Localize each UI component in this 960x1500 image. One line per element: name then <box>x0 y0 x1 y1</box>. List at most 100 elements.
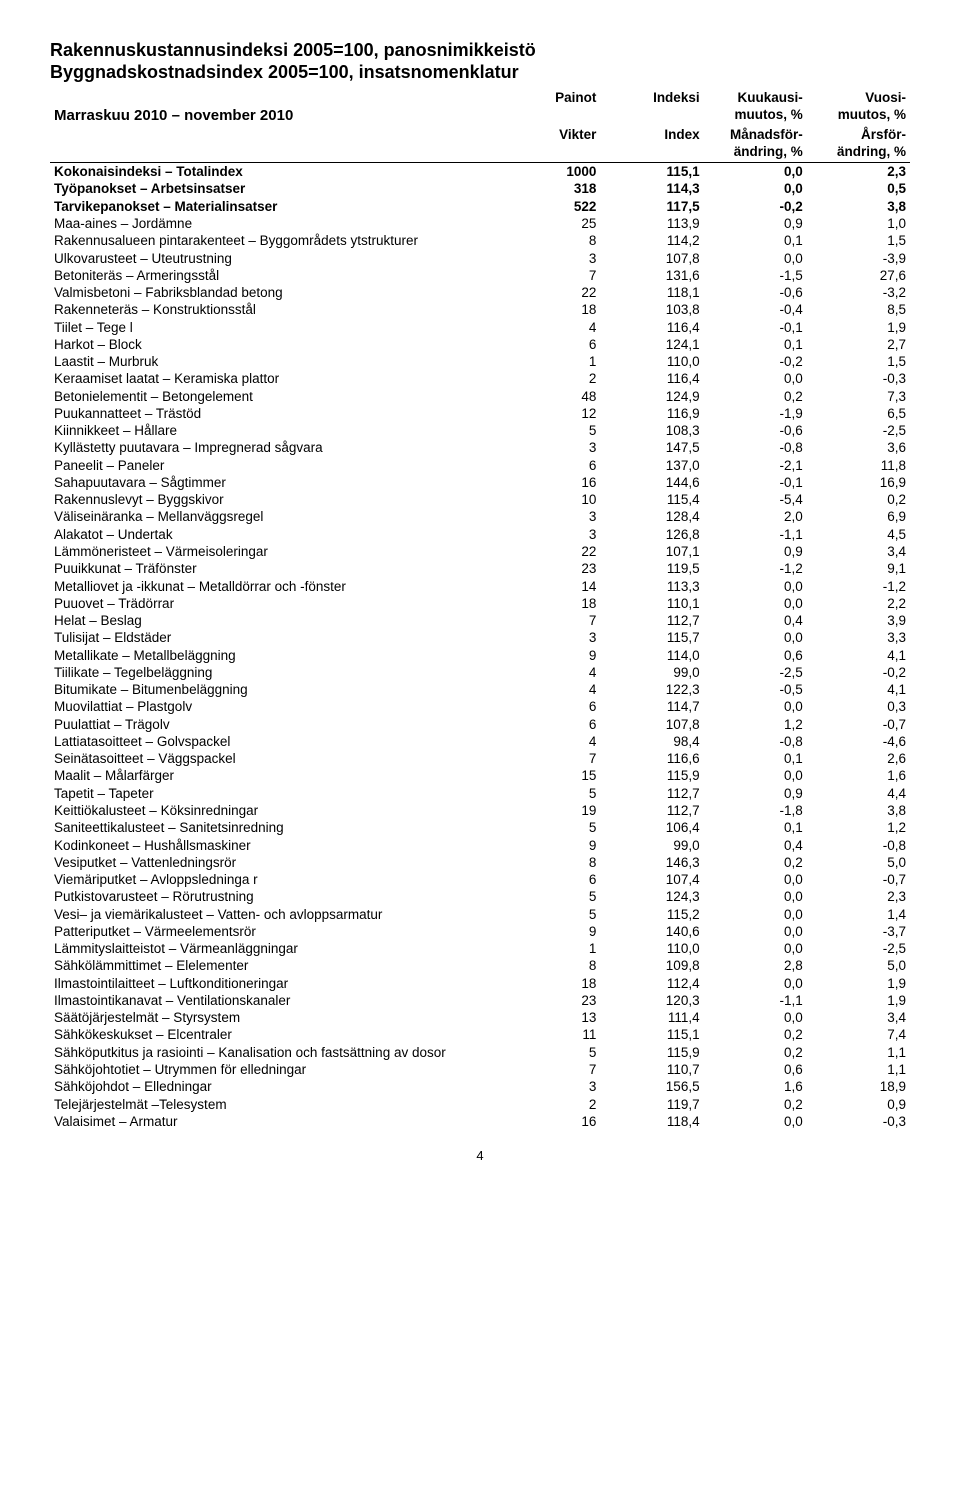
table-row: Puuovet – Trädörrar18110,10,02,2 <box>50 595 910 612</box>
row-label: Rakenneteräs – Konstruktionsstål <box>50 301 497 318</box>
row-month-change: 1,2 <box>704 716 807 733</box>
row-month-change: 0,0 <box>704 767 807 784</box>
row-year-change: 1,9 <box>807 992 910 1009</box>
row-index: 114,0 <box>600 647 703 664</box>
row-label: Sahapuutavara – Sågtimmer <box>50 474 497 491</box>
table-row: Rakenneteräs – Konstruktionsstål18103,8-… <box>50 301 910 318</box>
table-row: Laastit – Murbruk1110,0-0,21,5 <box>50 353 910 370</box>
row-index: 98,4 <box>600 733 703 750</box>
row-label: Tiilikate – Tegelbeläggning <box>50 664 497 681</box>
row-index: 111,4 <box>600 1009 703 1026</box>
row-weight: 6 <box>497 336 600 353</box>
row-label: Keraamiset laatat – Keramiska plattor <box>50 370 497 387</box>
row-month-change: 0,0 <box>704 163 807 181</box>
row-month-change: -0,5 <box>704 681 807 698</box>
table-row: Säätöjärjestelmät – Styrsystem13111,40,0… <box>50 1009 910 1026</box>
row-year-change: 16,9 <box>807 474 910 491</box>
row-label: Tarvikepanokset – Materialinsatser <box>50 198 497 215</box>
row-weight: 1 <box>497 940 600 957</box>
row-weight: 18 <box>497 301 600 318</box>
row-index: 114,7 <box>600 698 703 715</box>
table-row: Harkot – Block6124,10,12,7 <box>50 336 910 353</box>
row-month-change: -1,9 <box>704 405 807 422</box>
row-index: 106,4 <box>600 819 703 836</box>
row-index: 115,1 <box>600 163 703 181</box>
table-row: Sähkölämmittimet – Elelementer8109,82,85… <box>50 957 910 974</box>
table-row: Maa-aines – Jordämne25113,90,91,0 <box>50 215 910 232</box>
row-label: Patteriputket – Värmeelementsrör <box>50 923 497 940</box>
table-row: Bitumikate – Bitumenbeläggning4122,3-0,5… <box>50 681 910 698</box>
row-weight: 25 <box>497 215 600 232</box>
row-index: 99,0 <box>600 664 703 681</box>
row-weight: 9 <box>497 837 600 854</box>
row-month-change: 0,2 <box>704 1026 807 1043</box>
section-row: Kokonaisindeksi – Totalindex1000115,10,0… <box>50 163 910 181</box>
row-year-change: 0,5 <box>807 180 910 197</box>
row-weight: 11 <box>497 1026 600 1043</box>
section-row: Työpanokset – Arbetsinsatser318114,30,00… <box>50 180 910 197</box>
row-weight: 2 <box>497 370 600 387</box>
row-index: 124,1 <box>600 336 703 353</box>
table-row: Kiinnikkeet – Hållare5108,3-0,6-2,5 <box>50 422 910 439</box>
row-month-change: 0,0 <box>704 595 807 612</box>
row-weight: 8 <box>497 854 600 871</box>
row-year-change: 1,2 <box>807 819 910 836</box>
row-index: 116,4 <box>600 319 703 336</box>
row-month-change: 0,0 <box>704 629 807 646</box>
row-weight: 4 <box>497 681 600 698</box>
row-month-change: 0,6 <box>704 1061 807 1078</box>
table-row: Puulattiat – Trägolv6107,81,2-0,7 <box>50 716 910 733</box>
row-index: 115,1 <box>600 1026 703 1043</box>
row-index: 147,5 <box>600 439 703 456</box>
table-row: Väliseinäranka – Mellanväggsregel3128,42… <box>50 508 910 525</box>
row-index: 131,6 <box>600 267 703 284</box>
row-label: Sähkökeskukset – Elcentraler <box>50 1026 497 1043</box>
table-row: Viemäriputket – Avloppsledninga r6107,40… <box>50 871 910 888</box>
row-label: Valaisimet – Armatur <box>50 1113 497 1130</box>
row-month-change: 0,0 <box>704 180 807 197</box>
row-month-change: 0,0 <box>704 923 807 940</box>
row-year-change: -0,7 <box>807 716 910 733</box>
row-weight: 4 <box>497 733 600 750</box>
row-label: Rakennuslevyt – Byggskivor <box>50 491 497 508</box>
row-weight: 1 <box>497 353 600 370</box>
table-row: Rakennusalueen pintarakenteet – Byggområ… <box>50 232 910 249</box>
row-year-change: 4,1 <box>807 647 910 664</box>
table-row: Tiilet – Tege l4116,4-0,11,9 <box>50 319 910 336</box>
table-row: Alakatot – Undertak3126,8-1,14,5 <box>50 526 910 543</box>
row-index: 115,9 <box>600 1044 703 1061</box>
hdr-af1: Årsför- <box>807 126 910 143</box>
row-label: Valmisbetoni – Fabriksblandad betong <box>50 284 497 301</box>
row-weight: 7 <box>497 267 600 284</box>
row-weight: 3 <box>497 629 600 646</box>
row-weight: 6 <box>497 871 600 888</box>
row-index: 107,4 <box>600 871 703 888</box>
table-row: Sähkökeskukset – Elcentraler11115,10,27,… <box>50 1026 910 1043</box>
row-weight: 14 <box>497 578 600 595</box>
row-month-change: 0,0 <box>704 871 807 888</box>
row-weight: 5 <box>497 906 600 923</box>
row-weight: 8 <box>497 232 600 249</box>
hdr-af2: ändring, % <box>807 143 910 160</box>
row-index: 144,6 <box>600 474 703 491</box>
row-weight: 18 <box>497 595 600 612</box>
row-month-change: 0,9 <box>704 785 807 802</box>
row-weight: 7 <box>497 612 600 629</box>
row-year-change: 7,4 <box>807 1026 910 1043</box>
table-row: Valaisimet – Armatur16118,40,0-0,3 <box>50 1113 910 1130</box>
table-row: Ilmastointikanavat – Ventilationskanaler… <box>50 992 910 1009</box>
row-weight: 2 <box>497 1096 600 1113</box>
row-label: Tapetit – Tapeter <box>50 785 497 802</box>
row-index: 126,8 <box>600 526 703 543</box>
row-month-change: 0,0 <box>704 698 807 715</box>
row-weight: 6 <box>497 457 600 474</box>
row-label: Betoniteräs – Armeringsstål <box>50 267 497 284</box>
row-label: Vesi– ja viemärikalusteet – Vatten- och … <box>50 906 497 923</box>
table-row: Seinätasoitteet – Väggspackel7116,60,12,… <box>50 750 910 767</box>
row-month-change: 2,8 <box>704 957 807 974</box>
row-month-change: -2,1 <box>704 457 807 474</box>
row-year-change: 1,1 <box>807 1044 910 1061</box>
row-month-change: 0,1 <box>704 232 807 249</box>
row-month-change: 0,2 <box>704 1044 807 1061</box>
row-label: Puuovet – Trädörrar <box>50 595 497 612</box>
